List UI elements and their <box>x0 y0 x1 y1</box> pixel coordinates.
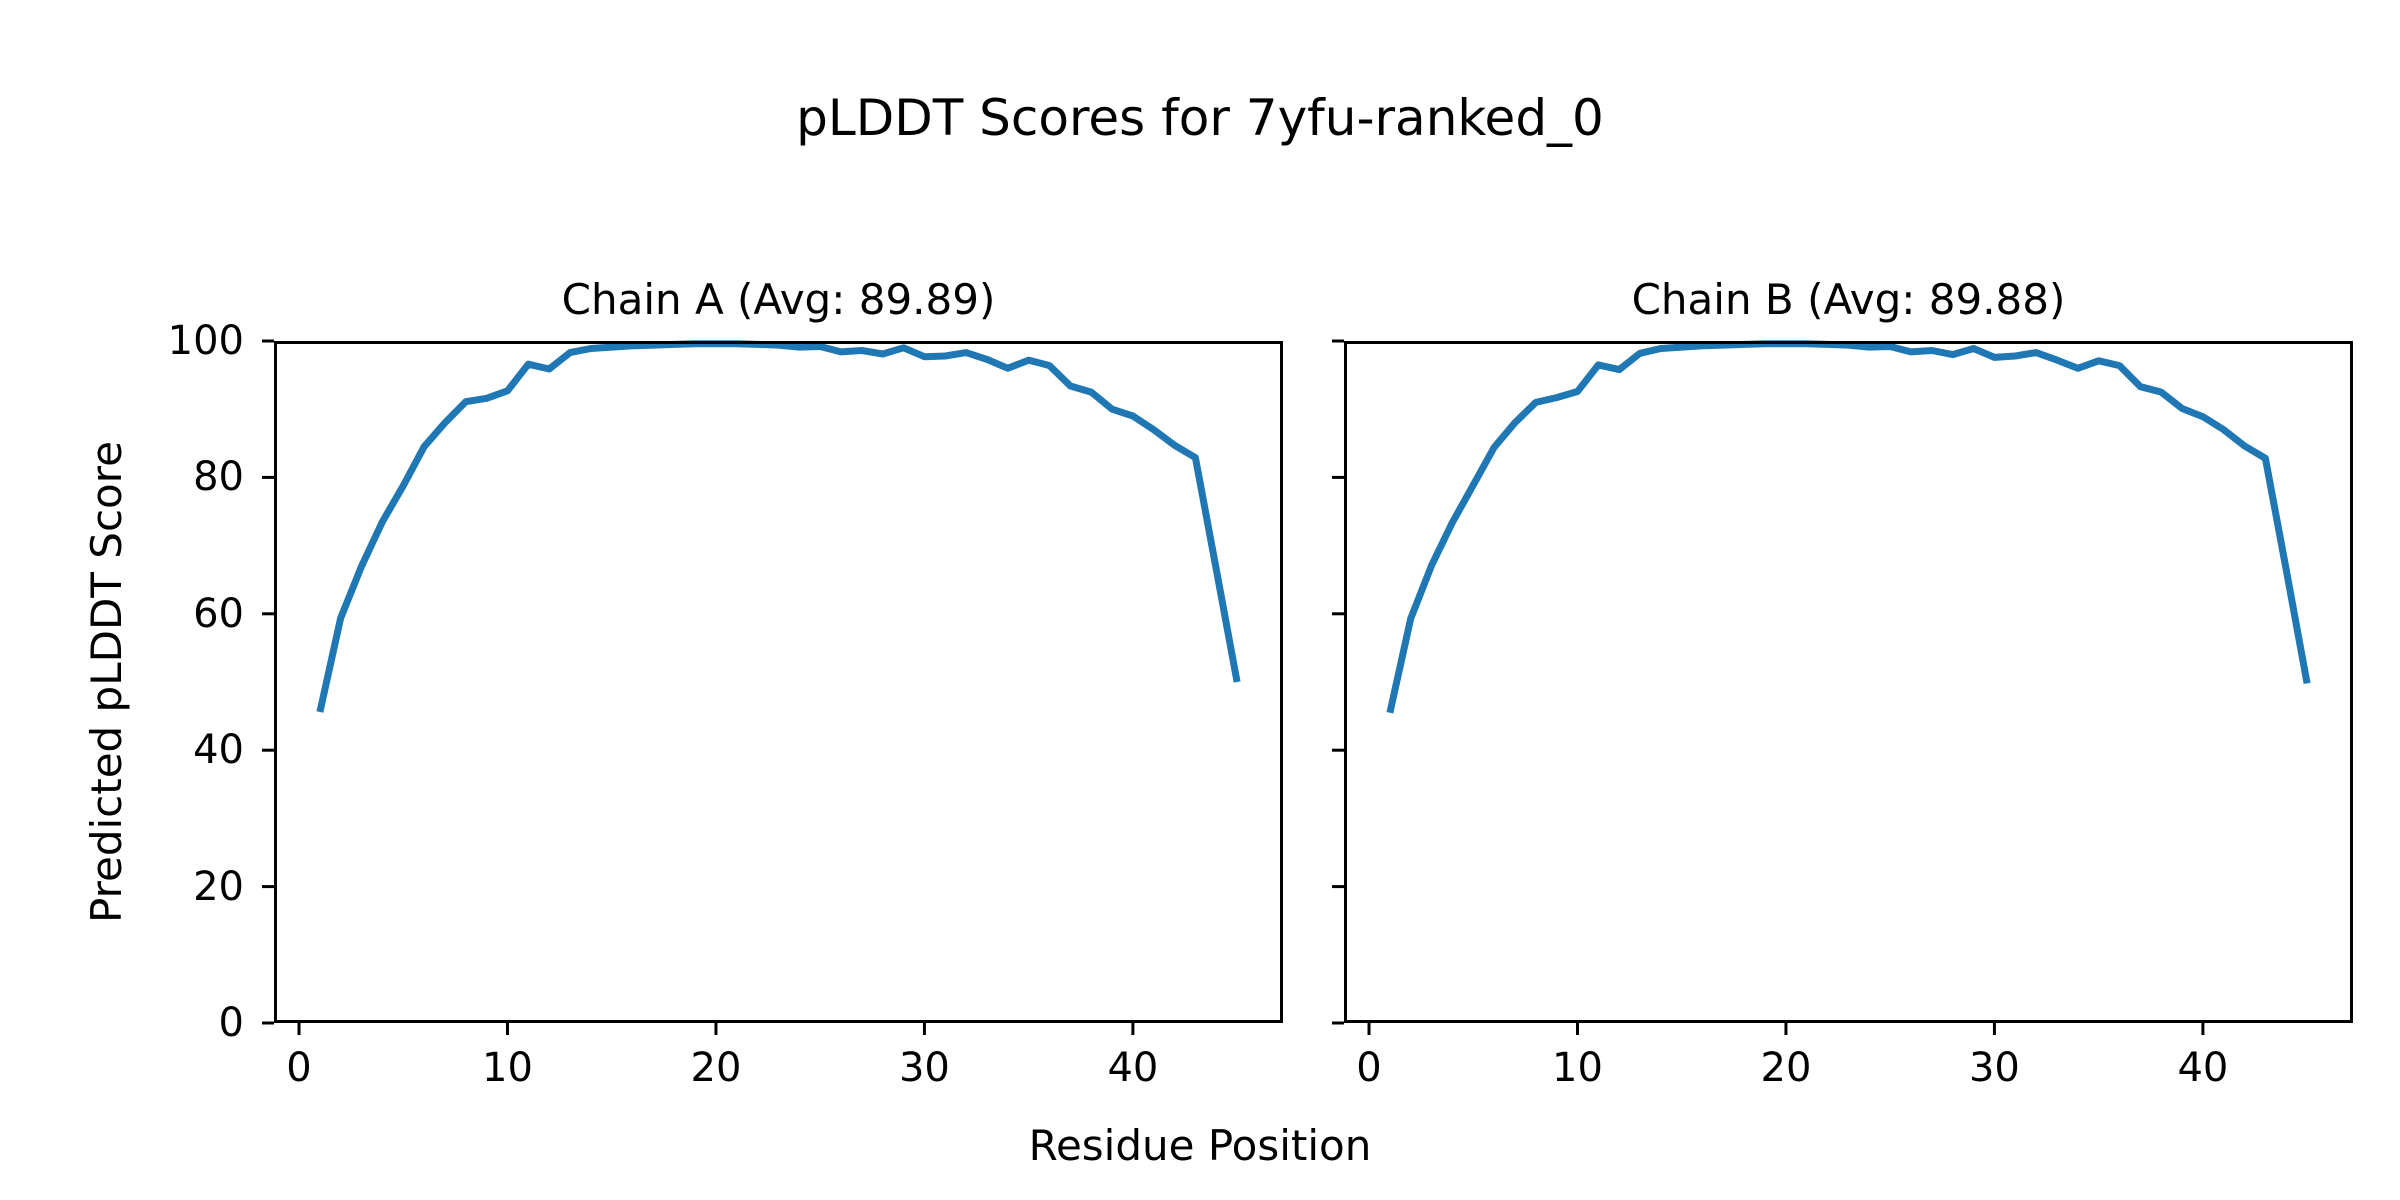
y-tick-label: 60 <box>193 590 244 637</box>
y-axis-label: Predicted pLDDT Score <box>82 441 131 923</box>
y-tick-label: 40 <box>193 727 244 774</box>
y-tick-label: 80 <box>193 454 244 501</box>
chain-b-line-chart <box>1332 339 2353 1035</box>
plddt-line-chain-b <box>1386 340 2311 714</box>
subplot-chain-b: Chain B (Avg: 89.88) 0 10 20 30 40 <box>1332 276 2353 1088</box>
figure-title: pLDDT Scores for 7yfu-ranked_0 <box>796 89 1604 147</box>
y-tick-label: 0 <box>218 1000 244 1046</box>
axes-spines <box>274 341 1283 1023</box>
y-tick-label: 20 <box>193 863 244 910</box>
x-tick-label: 10 <box>482 1045 533 1091</box>
x-tick-label: 40 <box>1107 1045 1159 1091</box>
x-tick-label: 10 <box>1552 1045 1603 1091</box>
subplot-chain-a-title: Chain A (Avg: 89.89) <box>561 275 996 324</box>
x-tick-label: 20 <box>1760 1045 1812 1091</box>
x-tick-label: 40 <box>2177 1045 2229 1091</box>
x-tick-label: 30 <box>1968 1045 2020 1091</box>
x-tick-label: 20 <box>690 1045 742 1091</box>
subplot-chain-a: Chain A (Avg: 89.89) 0 10 20 30 40 0 20 40 60 80 1… <box>168 276 1283 1088</box>
chain-a-line-chart <box>262 339 1283 1035</box>
x-axis-label: Residue Position <box>1028 1121 1372 1170</box>
y-tick-label: 100 <box>167 318 244 364</box>
x-tick-label: 0 <box>286 1045 312 1091</box>
plddt-line-chain-a <box>316 340 1241 713</box>
subplot-chain-b-title: Chain B (Avg: 89.88) <box>1631 275 2066 324</box>
x-tick-label: 30 <box>898 1045 950 1091</box>
axes-spines <box>1344 341 2353 1023</box>
x-tick-label: 0 <box>1356 1045 1382 1091</box>
y-axis-label-wrap: Predicted pLDDT Score <box>82 341 131 1023</box>
